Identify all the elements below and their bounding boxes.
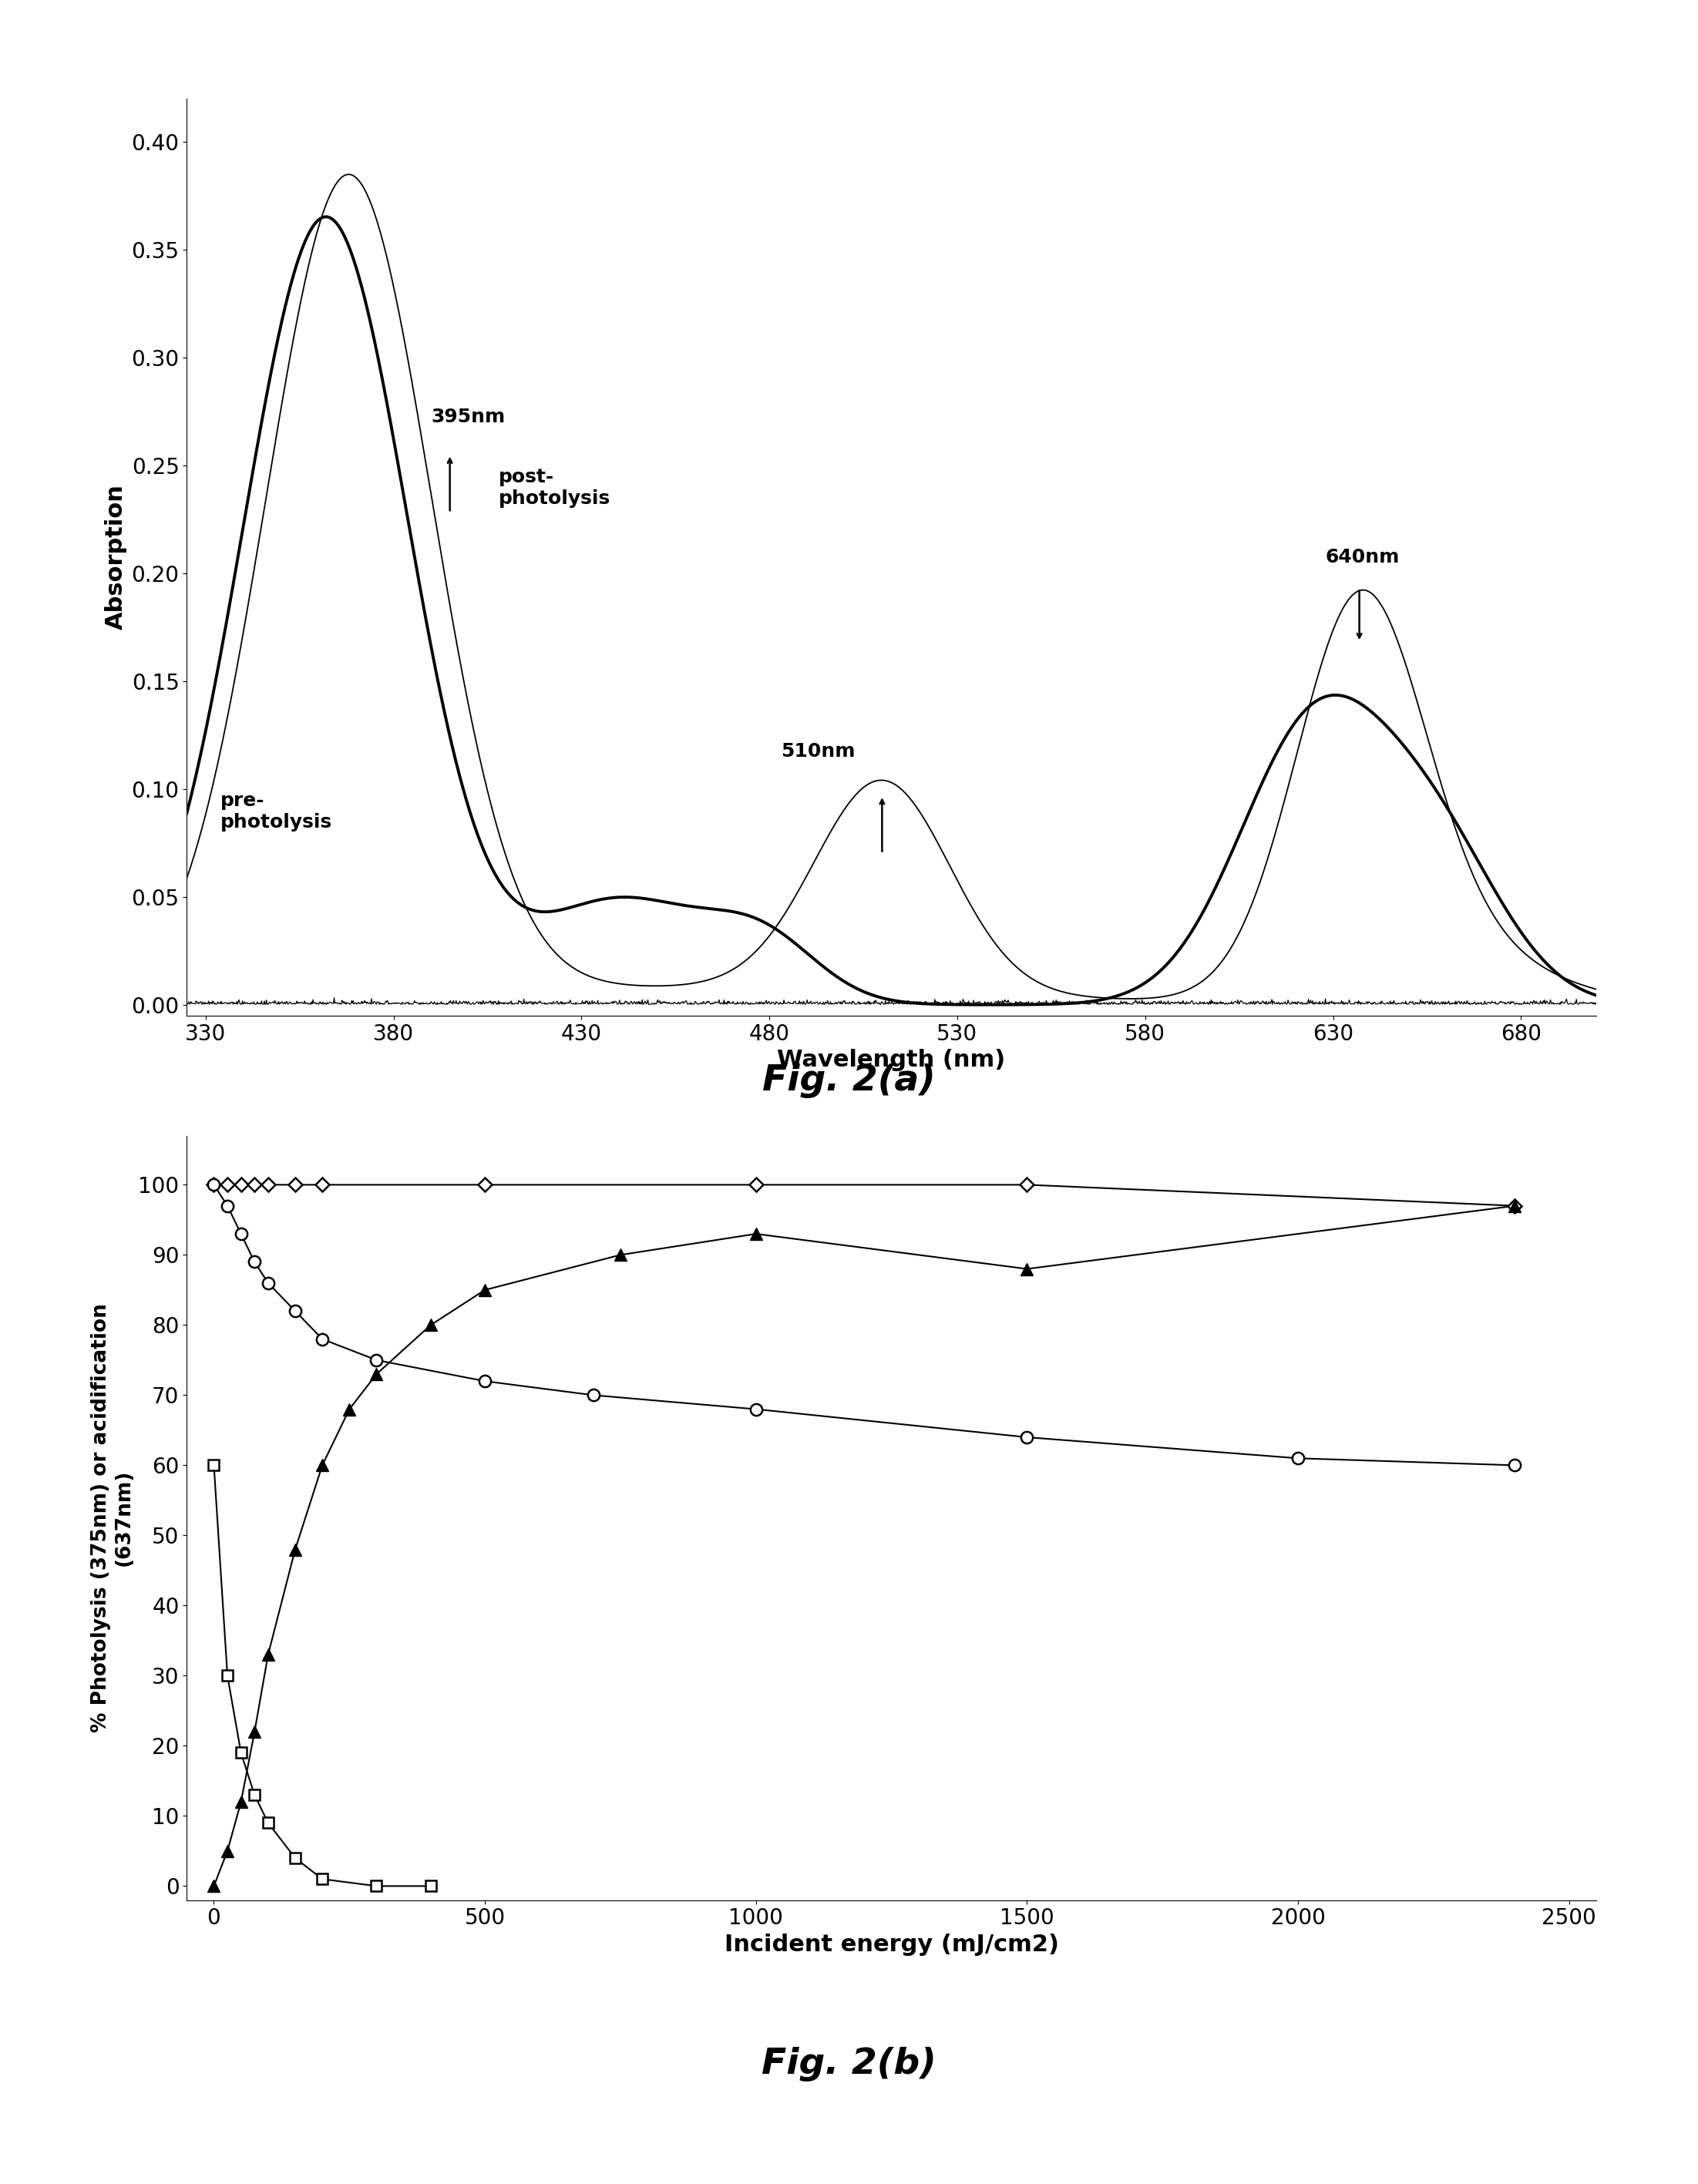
Text: post-
photolysis: post- photolysis — [499, 467, 611, 509]
Text: Fig. 2(b): Fig. 2(b) — [762, 2046, 936, 2081]
Text: 510nm: 510nm — [781, 743, 856, 760]
Text: pre-
photolysis: pre- photolysis — [221, 793, 333, 832]
X-axis label: Incident energy (mJ/cm2): Incident energy (mJ/cm2) — [723, 1933, 1060, 1957]
Text: 395nm: 395nm — [431, 408, 506, 426]
Text: Fig. 2(a): Fig. 2(a) — [762, 1064, 936, 1099]
Text: 640nm: 640nm — [1326, 548, 1399, 566]
X-axis label: Wavelength (nm): Wavelength (nm) — [778, 1048, 1005, 1072]
Y-axis label: % Photolysis (375nm) or acidification
(637nm): % Photolysis (375nm) or acidification (6… — [92, 1304, 134, 1732]
Y-axis label: Absorption: Absorption — [105, 485, 127, 629]
